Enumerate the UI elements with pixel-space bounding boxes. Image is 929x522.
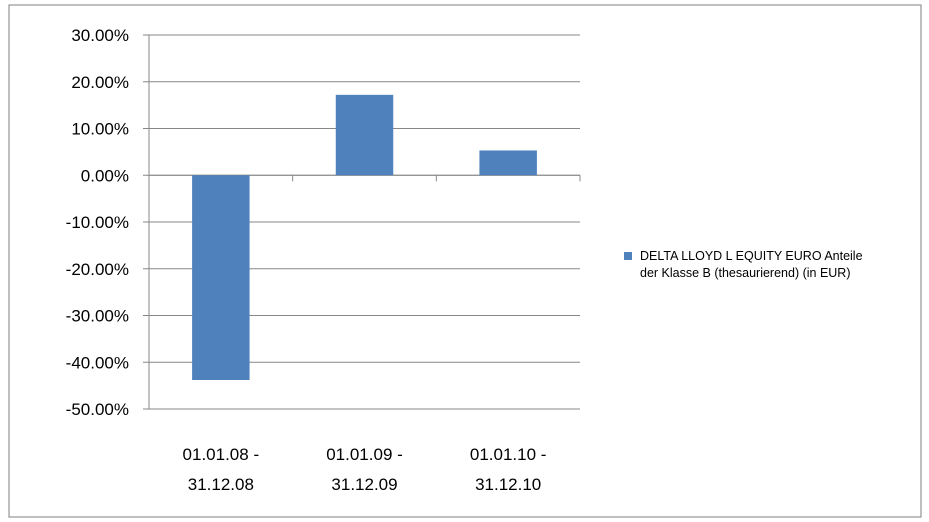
x-tick-labels: 01.01.08 -31.12.08 01.01.09 -31.12.09 01.0… xyxy=(183,445,547,494)
y-tick-label: -20.00% xyxy=(66,260,129,279)
x-tick-label: 01.01.10 -31.12.10 xyxy=(470,445,547,494)
bar xyxy=(479,150,537,176)
bars xyxy=(192,94,537,381)
legend-swatch xyxy=(624,252,632,260)
x-tick-label: 01.01.09 -31.12.09 xyxy=(326,445,403,494)
y-tick-label: -40.00% xyxy=(66,353,129,372)
bar xyxy=(192,175,250,381)
y-tick-label: -10.00% xyxy=(66,213,129,232)
y-tick-label: -30.00% xyxy=(66,307,129,326)
y-tick-label: 10.00% xyxy=(71,120,129,139)
legend-entry-label: DELTA LLOYD L EQUITY EURO Anteile der Kl… xyxy=(640,249,863,280)
chart-border xyxy=(8,4,922,518)
y-tick-labels: 30.00% 20.00% 10.00% 0.00% -10.00% -20.00% -30… xyxy=(66,26,129,419)
y-tick-label: 0.00% xyxy=(81,166,129,185)
y-tick-label: 20.00% xyxy=(71,73,129,92)
y-tick-label: 30.00% xyxy=(71,26,129,45)
y-tick-label: -50.00% xyxy=(66,400,129,419)
gridlines xyxy=(149,34,580,410)
x-tick-label: 01.01.08 -31.12.08 xyxy=(183,445,260,494)
bar xyxy=(335,94,394,176)
